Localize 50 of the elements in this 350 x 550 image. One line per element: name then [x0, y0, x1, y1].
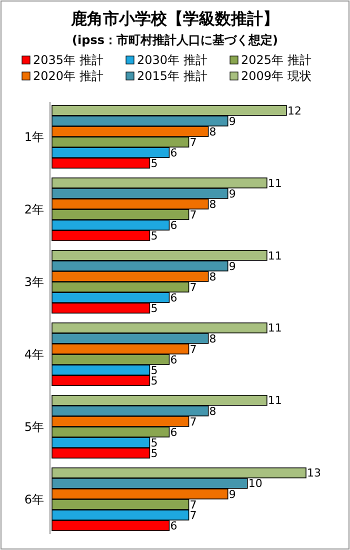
data-label: 8: [209, 198, 216, 211]
chart-subtitle: (ipss：市町村推計人口に基づく想定): [72, 33, 278, 47]
data-label: 13: [307, 466, 321, 480]
data-label: 9: [228, 187, 236, 200]
data-label: 11: [268, 394, 282, 408]
data-label: 5: [150, 364, 158, 377]
data-label: 7: [190, 136, 197, 149]
data-label: 12: [287, 104, 302, 118]
y-tick-label: 2年: [24, 202, 44, 216]
data-label: 5: [150, 374, 158, 388]
chart-title: 鹿角市小学校【学級数推計】: [70, 9, 279, 28]
legend-label: 2025年 推計: [241, 53, 312, 67]
data-label: 6: [170, 146, 178, 160]
data-label: 5: [150, 157, 158, 170]
data-label: 6: [170, 353, 178, 366]
data-label: 7: [190, 208, 197, 222]
legend-label: 2015年 推計: [137, 69, 208, 83]
y-tick-label: 4年: [24, 347, 44, 362]
legend-label: 2035年 推計: [33, 53, 104, 67]
data-label: 8: [209, 270, 216, 284]
data-label: 7: [190, 508, 197, 522]
y-tick-label: 1年: [24, 130, 44, 144]
data-label: 5: [150, 302, 158, 315]
data-label: 8: [209, 404, 216, 418]
data-label: 9: [228, 488, 236, 501]
data-label: 6: [170, 519, 178, 532]
legend-label: 2030年 推計: [137, 53, 208, 67]
data-label: 10: [248, 477, 262, 490]
data-label: 9: [228, 114, 236, 128]
data-label: 5: [150, 229, 158, 242]
data-label: 5: [150, 436, 158, 450]
legend-label: 2020年 推計: [33, 69, 104, 83]
y-tick-label: 6年: [24, 492, 44, 506]
data-label: 7: [190, 498, 197, 512]
data-label: 8: [209, 332, 216, 346]
data-label: 7: [190, 342, 197, 356]
data-label: 11: [268, 322, 282, 335]
data-label: 6: [170, 218, 178, 232]
data-label: 11: [268, 249, 282, 262]
y-tick-label: 5年: [24, 420, 44, 434]
data-label: 7: [190, 415, 197, 428]
legend-label: 2009年 現状: [241, 69, 312, 83]
y-tick-label: 3年: [24, 274, 44, 289]
data-label: 5: [150, 446, 158, 460]
data-label: 6: [170, 426, 178, 439]
data-label: 9: [228, 260, 236, 273]
data-label: 8: [209, 125, 216, 138]
data-label: 6: [170, 291, 178, 304]
data-label: 7: [190, 280, 197, 294]
data-label: 11: [268, 176, 282, 190]
